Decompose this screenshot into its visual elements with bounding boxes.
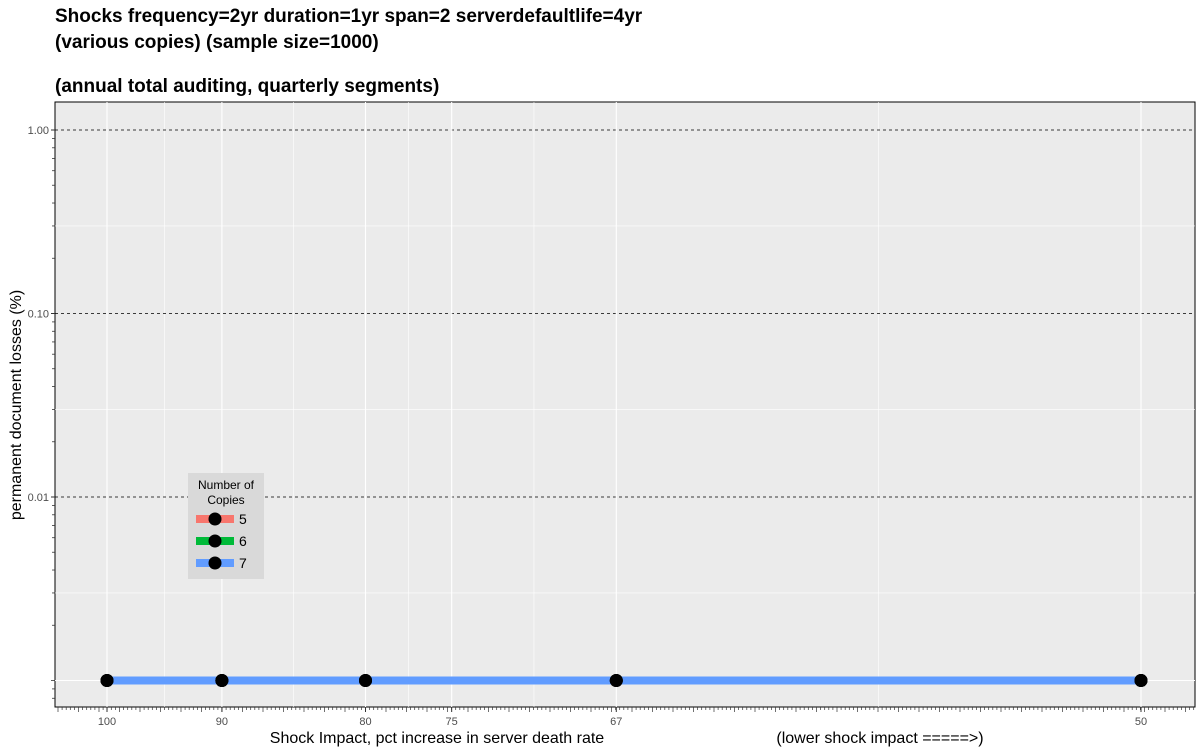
y-axis-title: permanent document losses (%) — [8, 290, 25, 520]
legend-label-5: 5 — [239, 511, 247, 527]
y-tick-label: 1.00 — [28, 125, 49, 137]
chart-subtitle: (annual total auditing, quarterly segmen… — [55, 76, 440, 97]
y-axis: 1.00 0.10 0.01 — [28, 125, 55, 699]
chart-title-line-1: Shocks frequency=2yr duration=1yr span=2… — [55, 6, 643, 27]
legend-title-line-1: Number of — [198, 478, 255, 492]
x-tick-label: 75 — [446, 716, 458, 728]
points-layer — [100, 674, 1148, 687]
data-point-7 — [359, 674, 372, 687]
x-tick-label: 67 — [610, 716, 622, 728]
plot-panel — [54, 101, 1196, 708]
legend-label-6: 6 — [239, 533, 247, 549]
legend-keys: 5 6 7 — [196, 511, 247, 571]
x-axis: 100 90 80 75 67 50 — [57, 707, 1195, 728]
data-point-7 — [215, 674, 229, 687]
legend-title-line-2: Copies — [207, 493, 244, 507]
x-axis-title: Shock Impact, pct increase in server dea… — [270, 730, 604, 747]
chart-title-line-2: (various copies) (sample size=1000) — [55, 32, 379, 53]
y-tick-label: 0.10 — [28, 309, 49, 321]
x-tick-label: 100 — [98, 716, 116, 728]
legend-key-point-6 — [208, 534, 222, 548]
x-tick-label: 90 — [216, 716, 228, 728]
x-tick-label: 80 — [359, 716, 371, 728]
legend: Number of Copies 5 6 7 — [188, 473, 264, 579]
y-tick-label: 0.01 — [28, 492, 49, 504]
minor-gridlines — [55, 102, 1195, 707]
data-point-7 — [100, 674, 114, 687]
x-tick-label: 50 — [1135, 716, 1147, 728]
legend-label-7: 7 — [239, 555, 247, 571]
x-axis-note: (lower shock impact =====>) — [776, 730, 983, 747]
legend-key-point-7 — [208, 556, 222, 570]
legend-key-point-5 — [208, 512, 222, 526]
data-point-7 — [609, 674, 623, 687]
data-point-7 — [1134, 674, 1148, 687]
